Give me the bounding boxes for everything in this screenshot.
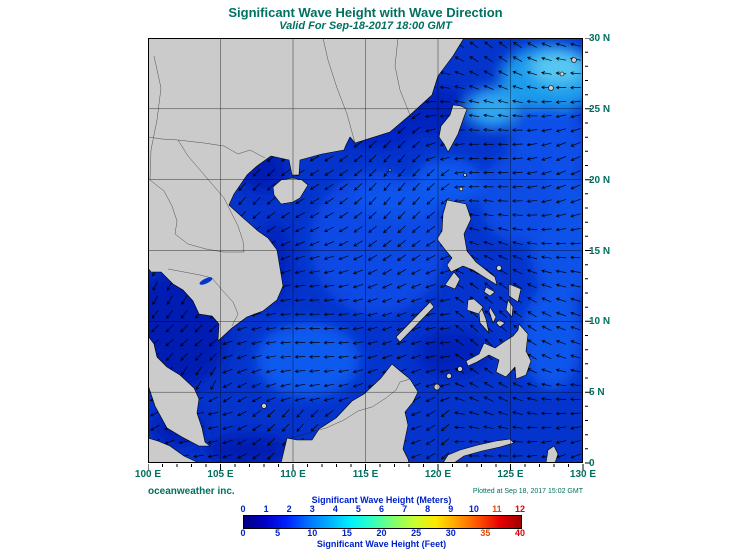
feet-tick-label: 40 [514,528,525,538]
feet-tick-label: 25 [411,528,422,538]
meters-tick-label: 4 [332,504,338,514]
island-batan [463,173,467,177]
island-tawi-tawi [433,383,441,391]
island-jolo [446,373,452,379]
island-catanduanes [496,265,502,271]
x-axis-label: 130 E [569,469,597,480]
meters-tick-label: 3 [309,504,315,514]
meters-tick-label: 7 [402,504,408,514]
meters-tick-label: 10 [468,504,479,514]
plotted-at-text: Plotted at Sep 18, 2017 15:02 GMT [472,488,583,495]
feet-tick-label: 30 [445,528,456,538]
meters-tick-label: 9 [448,504,454,514]
wave-height-map [124,37,600,466]
y-axis-label: 5 N [589,387,605,399]
page-title: Significant Wave Height with Wave Direct… [228,5,503,20]
island-ryukyu-2 [559,71,565,77]
island-babuyan [458,186,464,192]
map-area [124,37,600,466]
meters-tick-label: 6 [378,504,384,514]
island-natuna [261,403,267,409]
meters-tick-label: 0 [240,504,246,514]
meters-tick-label: 1 [263,504,269,514]
x-axis-label: 105 E [207,469,234,480]
y-axis-label: 30 N [589,33,611,44]
feet-tick-label: 5 [275,528,281,538]
meters-tick-label: 5 [355,504,361,514]
y-axis-label: 10 N [589,316,611,328]
feet-tick-label: 10 [307,528,318,538]
wave-height-gradient-bar [243,515,522,529]
island-basilan [457,366,463,372]
meters-tick-label: 8 [425,504,431,514]
y-axis-label: 0 [589,458,595,469]
x-axis-label: 100 E [134,469,162,480]
island-ryukyu-1 [548,85,554,91]
y-axis-label: 25 N [589,103,611,115]
x-axis-label: 125 E [497,469,524,480]
meters-tick-label: 2 [286,504,292,514]
meters-tick-label: 11 [492,504,502,514]
credit-text: oceanweather inc. [148,486,235,497]
y-axis-label: 20 N [589,174,611,186]
x-axis-label: 115 E [352,469,379,480]
legend-meters-label: Significant Wave Height (Meters) [311,495,452,505]
feet-tick-label: 15 [341,528,352,538]
island-pratas [388,168,392,172]
feet-tick-label: 0 [240,528,246,538]
meters-tick-label: 12 [514,504,525,514]
feet-tick-label: 20 [376,528,387,538]
feet-tick-label: 35 [480,528,491,538]
valid-time-subtitle: Valid For Sep-18-2017 18:00 GMT [279,20,452,32]
x-axis-label: 110 E [280,469,306,480]
legend-feet-label: Significant Wave Height (Feet) [316,539,447,549]
x-axis-label: 120 E [424,469,452,480]
island-ryukyu-3 [571,57,577,63]
y-axis-label: 15 N [589,245,611,257]
